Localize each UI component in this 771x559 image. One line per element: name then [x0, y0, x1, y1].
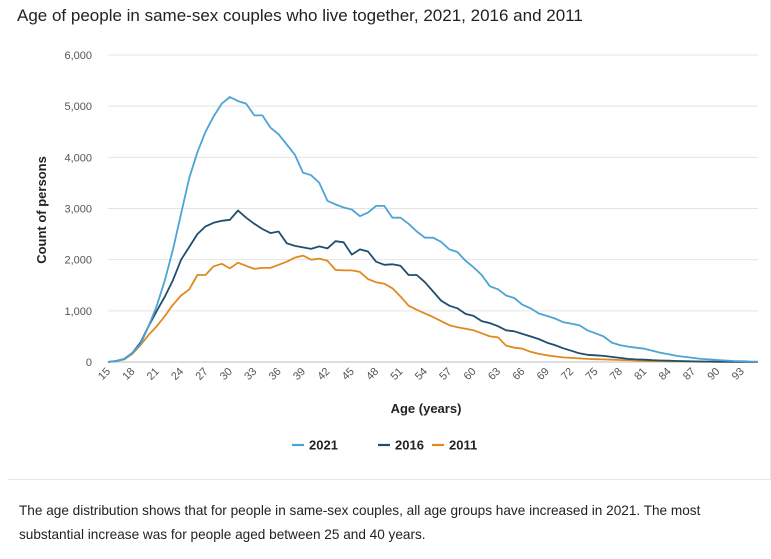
x-tick-label: 15 — [96, 366, 113, 383]
x-axis-ticks: 15 18 21 24 27 30 33 36 39 42 45 48 51 54 57 60 63 66 69 72… — [96, 366, 747, 383]
x-tick-label: 48 — [364, 366, 381, 383]
x-tick-label: 72 — [559, 366, 576, 383]
x-tick-label: 33 — [242, 366, 259, 383]
gridlines — [108, 54, 758, 363]
series-line-2021 — [107, 96, 759, 363]
legend-item-2021: 2021 — [292, 438, 338, 453]
y-tick-label: 4,000 — [64, 152, 92, 164]
y-tick-label: 0 — [86, 357, 92, 369]
y-axis-title: Count of persons — [34, 156, 49, 264]
legend-label: 2021 — [309, 438, 338, 453]
chart-caption: The age distribution shows that for peop… — [19, 503, 701, 542]
y-axis-ticks: 0 1,000 2,000 3,000 4,000 5,000 6,000 — [64, 50, 92, 369]
y-tick-label: 1,000 — [64, 306, 92, 318]
x-tick-label: 84 — [657, 366, 674, 383]
x-tick-label: 69 — [535, 366, 552, 383]
legend-item-2011: 2011 — [432, 438, 477, 453]
x-tick-label: 18 — [120, 366, 137, 383]
y-tick-label: 2,000 — [64, 255, 92, 267]
chart-title: Age of people in same-sex couples who li… — [17, 6, 583, 25]
x-tick-label: 63 — [486, 366, 503, 383]
x-axis-title: Age (years) — [391, 401, 462, 416]
x-tick-label: 90 — [705, 366, 722, 383]
x-tick-label: 51 — [388, 366, 405, 383]
x-tick-label: 36 — [267, 366, 284, 383]
series-line-2016 — [107, 209, 758, 363]
x-tick-label: 42 — [315, 366, 332, 383]
legend-label: 2011 — [449, 438, 477, 453]
x-tick-label: 57 — [437, 366, 454, 383]
x-tick-label: 81 — [632, 366, 649, 383]
x-tick-label: 30 — [218, 366, 235, 383]
series-lines — [107, 96, 759, 363]
legend-item-2016: 2016 — [378, 438, 424, 453]
x-tick-label: 87 — [681, 366, 698, 383]
line-chart: 0 1,000 2,000 3,000 4,000 5,000 6,000 15 18 21 24… — [34, 50, 759, 453]
x-tick-label: 66 — [510, 366, 527, 383]
y-tick-label: 3,000 — [64, 204, 92, 216]
x-tick-label: 39 — [291, 366, 308, 383]
x-tick-label: 75 — [583, 366, 600, 383]
x-tick-label: 93 — [730, 366, 747, 383]
x-tick-label: 24 — [169, 366, 186, 383]
legend: 2021 2016 2011 — [292, 438, 477, 453]
series-line-2011 — [107, 254, 758, 363]
x-tick-label: 45 — [340, 366, 357, 383]
x-tick-label: 78 — [608, 366, 625, 383]
x-tick-label: 21 — [145, 366, 162, 383]
y-tick-label: 6,000 — [64, 50, 92, 62]
x-tick-label: 54 — [413, 366, 430, 383]
x-tick-label: 27 — [193, 366, 210, 383]
legend-label: 2016 — [395, 438, 424, 453]
x-tick-label: 60 — [462, 366, 479, 383]
y-tick-label: 5,000 — [64, 101, 92, 113]
